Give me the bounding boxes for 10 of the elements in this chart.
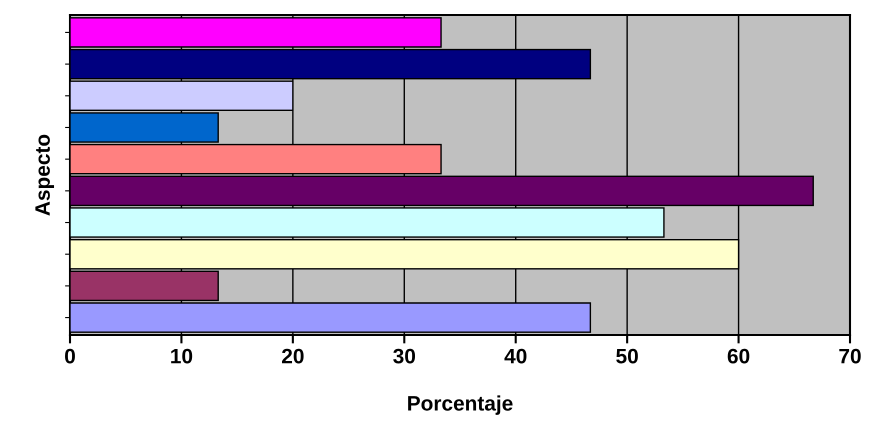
x-tick-label: 60 — [728, 348, 750, 364]
x-axis-title: Porcentaje — [408, 395, 513, 415]
x-tick-label: 0 — [65, 348, 75, 364]
x-tick-label: 10 — [171, 348, 192, 364]
x-tick-label: 70 — [839, 348, 861, 364]
x-tick-label: 30 — [393, 348, 416, 364]
x-tick-label: 40 — [504, 348, 526, 364]
y-axis-title: Aspecto — [35, 134, 54, 216]
x-tick-label: 20 — [282, 348, 304, 364]
x-tick-label: 50 — [616, 348, 638, 364]
